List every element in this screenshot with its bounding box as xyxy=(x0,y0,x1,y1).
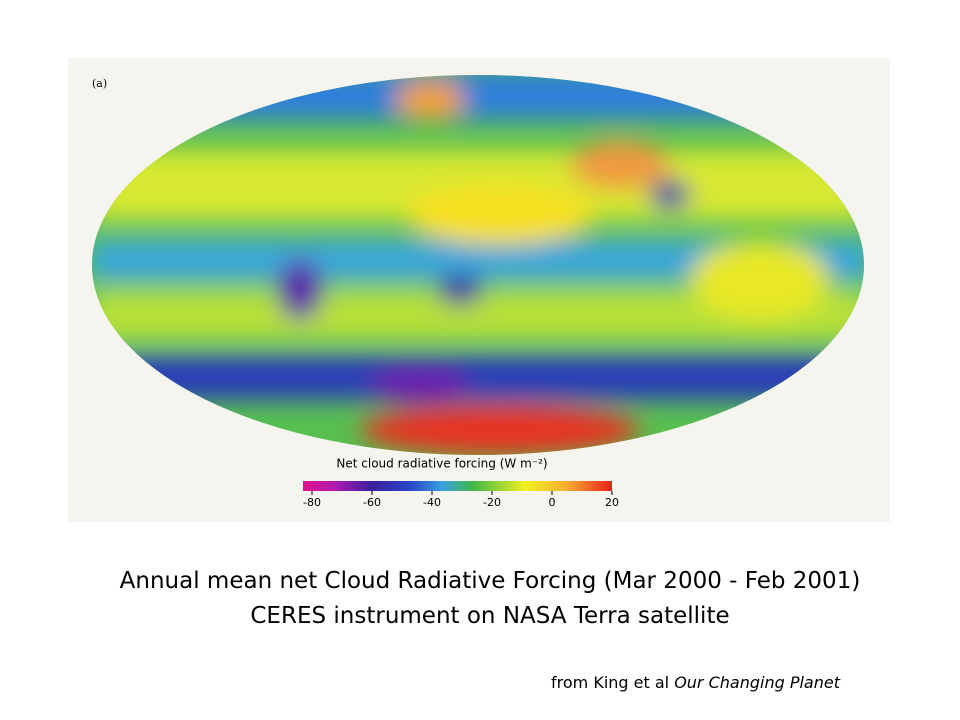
colorbar xyxy=(303,481,612,491)
caption-line: CERES instrument on NASA Terra satellite xyxy=(250,603,730,629)
panel-label: (a) xyxy=(92,77,107,90)
source-book: Our Changing Planet xyxy=(674,673,840,692)
colorbar-ticks: -80 -60 -40 -20 0 20 xyxy=(303,491,619,509)
colorbar-tick-label: 0 xyxy=(549,496,556,509)
source: from King et al Our Changing Planet xyxy=(551,673,840,692)
colorbar-tick-label: -80 xyxy=(303,496,321,509)
map xyxy=(92,75,864,455)
colorbar-tick-label: -60 xyxy=(363,496,381,509)
colorbar-tick-label: -40 xyxy=(423,496,441,509)
colorbar-tick-label: 20 xyxy=(605,496,619,509)
colorbar-tick-label: -20 xyxy=(483,496,501,509)
colorbar-title: Net cloud radiative forcing (W m⁻²) xyxy=(336,457,547,471)
source-prefix: from King et al xyxy=(551,673,670,692)
caption-line: Annual mean net Cloud Radiative Forcing … xyxy=(119,568,861,594)
figure: (a) Net cloud radiative forcing (W m⁻²) … xyxy=(68,58,890,522)
